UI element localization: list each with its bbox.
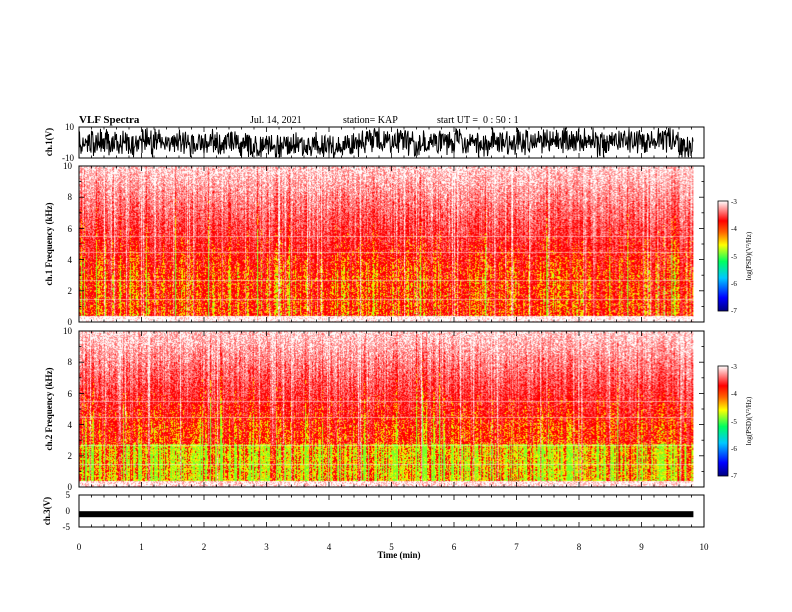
header-date: Jul. 14, 2021 [250, 115, 302, 126]
ch1-waveform-panel: 10 -10 ch.1(V) [44, 122, 705, 163]
ch3-waveform-band [79, 511, 694, 518]
ch2-colorbar-label: log(PSD)(V²/Hz) [745, 396, 753, 445]
figure-title: VLF Spectra [79, 114, 140, 126]
ch1-freq-tick-10: 10 [63, 161, 73, 171]
ch1-waveform-line [78, 127, 694, 158]
xtick-3: 3 [264, 542, 269, 552]
xtick-6: 6 [452, 542, 457, 552]
ch1-spectrogram-image [79, 166, 694, 322]
ch2-cbar-tick-m4: -4 [731, 390, 737, 398]
ch2-spectrogram-panel: 0 2 4 6 8 10 ch.2 Frequency (kHz) [44, 326, 705, 492]
ch2-freq-tick-10: 10 [63, 326, 73, 336]
xtick-9: 9 [639, 542, 644, 552]
ch2-colorbar-gradient [717, 365, 729, 477]
ch1-cbar-tick-m5: -5 [731, 253, 737, 261]
ch1-freq-tick-0: 0 [68, 317, 73, 327]
ch2-colorbar: -3 -4 -5 -6 -7 log(PSD)(V²/Hz) [717, 363, 753, 480]
ch1-ytick-bottom: -10 [62, 153, 74, 163]
ch1-colorbar-label: log(PSD)(V²/Hz) [745, 231, 753, 280]
ch1-freq-tick-4: 4 [68, 255, 73, 265]
header-station: station= KAP [343, 115, 398, 126]
ch1-freq-tick-8: 8 [68, 192, 73, 202]
xtick-0: 0 [77, 542, 82, 552]
ch1-cbar-tick-m7: -7 [731, 307, 737, 315]
ch1-cbar-tick-m4: -4 [731, 225, 737, 233]
xtick-5: 5 [389, 542, 394, 552]
ch2-freq-tick-2: 2 [68, 451, 73, 461]
xtick-1: 1 [139, 542, 144, 552]
ch1-ylabel: ch.1(V) [44, 128, 54, 156]
ch1-colorbar: -3 -4 -5 -6 -7 log(PSD)(V²/Hz) [717, 198, 753, 315]
xtick-10: 10 [700, 542, 710, 552]
ch1-cbar-tick-m3: -3 [731, 198, 737, 206]
ch2-freq-tick-4: 4 [68, 420, 73, 430]
ch1-spectrogram-panel: 0 2 4 6 8 10 ch.1 Frequency (kHz) [44, 161, 705, 327]
ch2-freq-tick-0: 0 [68, 482, 73, 492]
ch2-spectrogram-yticks: 0 2 4 6 8 10 [63, 326, 73, 492]
ch1-cbar-tick-m6: -6 [731, 280, 737, 288]
ch2-cbar-tick-m3: -3 [731, 363, 737, 371]
x-axis: 0 1 2 3 4 5 6 7 8 9 10 Time (min) [77, 542, 709, 560]
xtick-2: 2 [202, 542, 207, 552]
header-start-time: start UT = 0 : 50 : 1 [437, 115, 519, 126]
ch1-freq-tick-2: 2 [68, 286, 73, 296]
axis-tick-marks [78, 127, 705, 527]
ch3-ytick-mid: 0 [66, 506, 71, 516]
ch1-spectrogram-yticks: 0 2 4 6 8 10 [63, 161, 73, 327]
ch1-spectrogram-ylabel: ch.1 Frequency (kHz) [44, 202, 54, 285]
ch1-colorbar-gradient [717, 200, 729, 312]
ch2-spectrogram-image [79, 331, 694, 487]
ch3-ytick-bottom: -5 [63, 522, 71, 532]
ch2-spectrogram-ylabel: ch.2 Frequency (kHz) [44, 367, 54, 450]
ch1-ytick-top: 10 [65, 122, 75, 132]
xtick-7: 7 [514, 542, 519, 552]
ch2-freq-tick-8: 8 [68, 357, 73, 367]
ch2-cbar-tick-m5: -5 [731, 418, 737, 426]
ch1-freq-tick-6: 6 [68, 224, 73, 234]
ch2-cbar-tick-m6: -6 [731, 445, 737, 453]
ch2-cbar-tick-m7: -7 [731, 472, 737, 480]
ch3-ytick-top: 5 [66, 490, 71, 500]
ch2-freq-tick-6: 6 [68, 389, 73, 399]
xtick-4: 4 [327, 542, 332, 552]
x-axis-label: Time (min) [377, 550, 420, 560]
ch3-ylabel: ch.3(V) [42, 497, 52, 525]
xtick-8: 8 [577, 542, 582, 552]
